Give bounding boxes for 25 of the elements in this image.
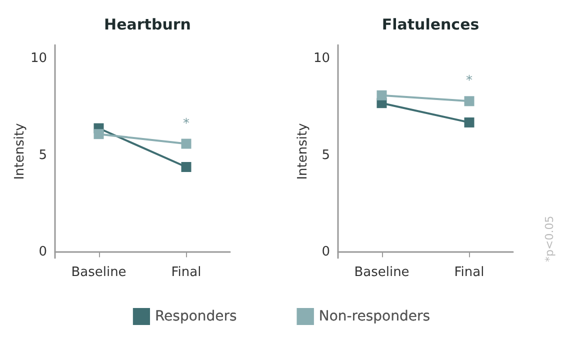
- x-tick-label: Final: [171, 265, 202, 280]
- legend-label: Non-responders: [318, 308, 430, 324]
- annotation: *: [183, 116, 190, 132]
- annotation: *: [466, 74, 473, 89]
- point: [181, 138, 192, 149]
- point: [464, 96, 474, 106]
- y-tick-label: 0: [38, 244, 47, 260]
- legend-label: Responders: [154, 308, 237, 324]
- y-tick-label: 5: [322, 148, 330, 163]
- x-tick-label: Baseline: [71, 265, 126, 280]
- y-tick-label: 10: [30, 51, 47, 66]
- point: [376, 90, 387, 100]
- chart-title: Heartburn: [104, 16, 191, 34]
- x-tick-label: Baseline: [354, 265, 410, 280]
- y-tick-label: 0: [322, 244, 330, 260]
- text: *p<0.05: [543, 216, 556, 262]
- y-axis-title: Intensity: [12, 122, 28, 180]
- point: [464, 117, 474, 128]
- y-axis-title: Intensity: [296, 122, 311, 180]
- x-tick-label: Final: [454, 265, 484, 280]
- chart-title: Flatulences: [382, 16, 480, 34]
- y-tick-label: 5: [38, 148, 47, 163]
- point: [94, 129, 104, 140]
- y-tick-label: 10: [313, 51, 330, 66]
- point: [181, 162, 192, 172]
